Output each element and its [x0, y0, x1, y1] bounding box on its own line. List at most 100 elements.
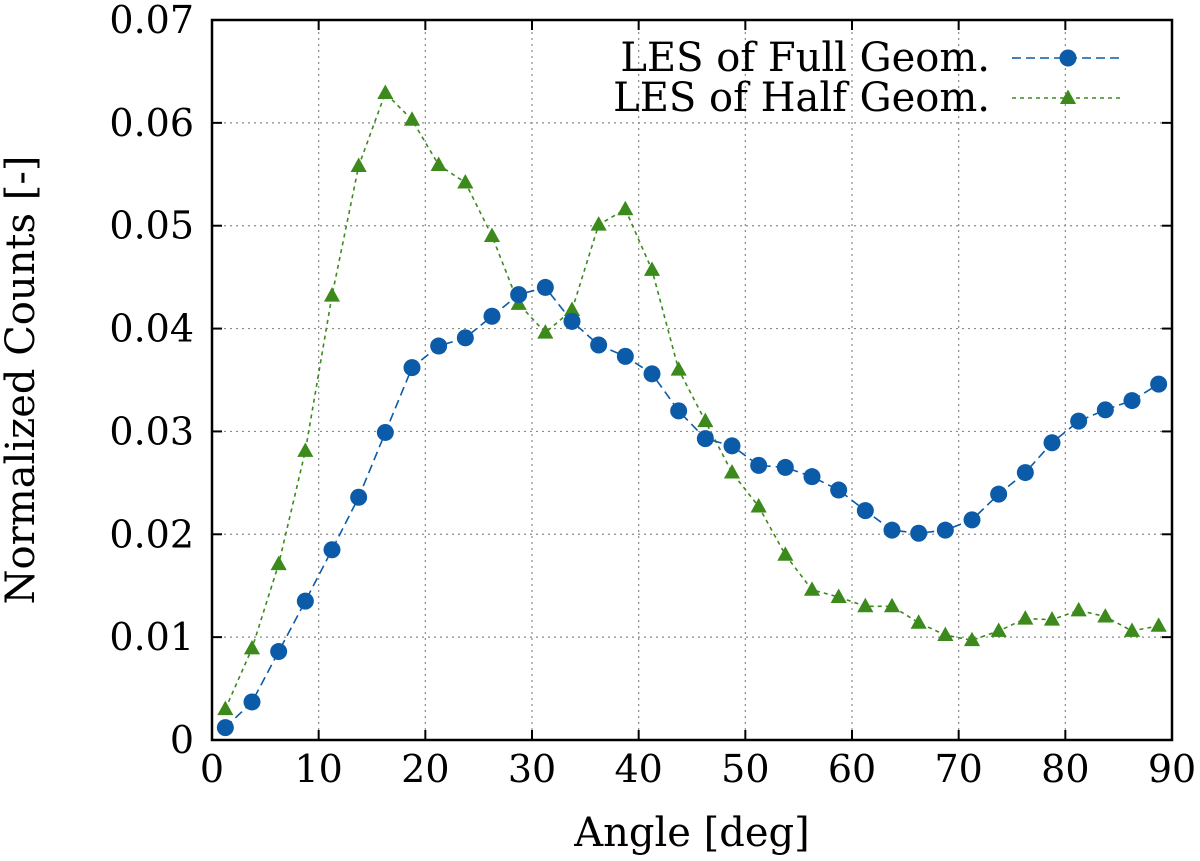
data-point-les-of-half-geom — [910, 614, 927, 629]
data-point-les-of-full-geom — [936, 521, 954, 539]
series-line-les-of-full-geom — [224, 286, 1160, 729]
y-tick-label: 0.06 — [109, 101, 194, 145]
data-point-les-of-full-geom — [750, 456, 768, 474]
data-point-les-of-full-geom — [1150, 375, 1168, 393]
data-point-les-of-half-geom — [697, 412, 714, 428]
data-point-les-of-half-geom — [750, 498, 767, 513]
data-point-les-of-half-geom — [1043, 611, 1061, 626]
data-point-les-of-full-geom — [776, 458, 794, 476]
data-point-les-of-half-geom — [1070, 601, 1087, 617]
data-point-les-of-half-geom — [537, 324, 554, 339]
data-point-les-of-full-geom — [323, 541, 341, 559]
data-point-les-of-full-geom — [243, 693, 261, 711]
data-point-les-of-half-geom — [243, 639, 261, 655]
data-point-les-of-half-geom — [377, 84, 394, 99]
data-point-les-of-full-geom — [403, 359, 421, 377]
data-point-les-of-half-geom — [883, 597, 901, 613]
data-point-les-of-full-geom — [1096, 401, 1114, 419]
series-les-of-full-geom — [216, 278, 1168, 737]
x-tick-label: 40 — [614, 747, 662, 791]
data-point-les-of-full-geom — [296, 592, 314, 610]
data-point-les-of-full-geom — [670, 402, 688, 420]
data-point-les-of-half-geom — [403, 111, 421, 126]
y-tick-label: 0 — [170, 718, 194, 762]
legend-label-les-of-full-geom: LES of Full Geom. — [620, 35, 990, 81]
data-point-les-of-full-geom — [456, 329, 474, 347]
data-point-les-of-half-geom — [777, 546, 794, 561]
y-tick-label: 0.03 — [109, 409, 194, 453]
data-point-les-of-full-geom — [510, 286, 528, 304]
data-point-les-of-half-geom — [483, 227, 501, 242]
y-tick-label: 0.01 — [109, 615, 194, 659]
data-point-les-of-full-geom — [1070, 412, 1088, 430]
data-point-les-of-full-geom — [376, 423, 394, 441]
data-point-les-of-half-geom — [990, 622, 1007, 637]
series-line-les-of-half-geom — [224, 91, 1159, 710]
data-point-les-of-half-geom — [563, 301, 581, 317]
data-point-les-of-half-geom — [1123, 622, 1141, 637]
data-point-les-of-full-geom — [563, 312, 581, 330]
data-point-les-of-full-geom — [216, 719, 234, 737]
data-point-les-of-half-geom — [963, 631, 981, 647]
data-point-les-of-half-geom — [1017, 610, 1034, 625]
data-point-les-of-half-geom — [217, 700, 234, 716]
data-point-les-of-full-geom — [990, 485, 1008, 503]
data-point-les-of-half-geom — [937, 626, 954, 642]
data-point-les-of-half-geom — [857, 597, 874, 613]
data-point-les-of-half-geom — [670, 361, 687, 376]
legend: LES of Full Geom.LES of Half Geom. — [613, 35, 1124, 121]
legend-marker-les-of-full-geom — [1059, 49, 1077, 67]
data-point-les-of-full-geom — [270, 643, 288, 661]
y-tick-label: 0.02 — [109, 512, 194, 556]
data-point-les-of-full-geom — [803, 468, 821, 486]
data-point-les-of-half-geom — [643, 261, 661, 276]
plot-series — [216, 84, 1168, 737]
axis-ticks: 0 10 20 30 40 50 60 70 80 90 0 0.01 0.02 0.03 0.04 0.05… — [109, 0, 1196, 791]
data-point-les-of-full-geom — [1123, 392, 1141, 410]
data-point-les-of-full-geom — [616, 347, 634, 365]
data-point-les-of-half-geom — [323, 287, 341, 302]
x-tick-label: 90 — [1148, 747, 1196, 791]
x-axis-title: Angle [deg] — [573, 810, 810, 856]
data-point-les-of-half-geom — [457, 174, 474, 189]
x-tick-label: 10 — [294, 747, 342, 791]
data-point-les-of-full-geom — [1043, 434, 1061, 452]
x-tick-label: 0 — [200, 747, 224, 791]
data-point-les-of-half-geom — [723, 464, 741, 479]
data-point-les-of-half-geom — [350, 157, 367, 173]
data-point-les-of-full-geom — [883, 521, 901, 539]
series-les-of-half-geom — [217, 84, 1167, 716]
data-point-les-of-full-geom — [696, 430, 714, 448]
data-point-les-of-half-geom — [430, 156, 447, 171]
data-point-les-of-half-geom — [270, 555, 287, 571]
x-tick-label: 70 — [934, 747, 982, 791]
data-point-les-of-half-geom — [1097, 608, 1114, 623]
data-point-les-of-full-geom — [856, 502, 874, 520]
data-point-les-of-full-geom — [350, 488, 368, 506]
plot-frame — [210, 18, 1174, 742]
data-point-les-of-full-geom — [483, 307, 501, 325]
x-tick-label: 20 — [401, 747, 449, 791]
data-point-les-of-half-geom — [297, 442, 314, 457]
x-tick-label: 60 — [828, 747, 876, 791]
x-tick-label: 80 — [1041, 747, 1089, 791]
y-tick-label: 0.05 — [109, 204, 194, 248]
grid-lines — [212, 20, 1172, 740]
data-point-les-of-full-geom — [723, 437, 741, 455]
data-point-les-of-full-geom — [430, 337, 448, 355]
data-point-les-of-full-geom — [910, 524, 928, 542]
data-point-les-of-full-geom — [830, 481, 848, 499]
data-point-les-of-full-geom — [643, 365, 661, 383]
data-point-les-of-full-geom — [536, 278, 554, 296]
data-point-les-of-half-geom — [830, 588, 847, 603]
data-point-les-of-full-geom — [590, 336, 608, 354]
data-point-les-of-half-geom — [590, 216, 607, 231]
data-point-les-of-half-geom — [1150, 617, 1167, 632]
legend-marker-les-of-half-geom — [1059, 89, 1077, 104]
data-point-les-of-full-geom — [963, 511, 981, 529]
y-tick-label: 0.04 — [109, 307, 194, 351]
y-axis-title: Normalized Counts [-] — [0, 156, 44, 605]
data-point-les-of-full-geom — [1016, 464, 1034, 482]
y-tick-label: 0.07 — [109, 0, 194, 42]
